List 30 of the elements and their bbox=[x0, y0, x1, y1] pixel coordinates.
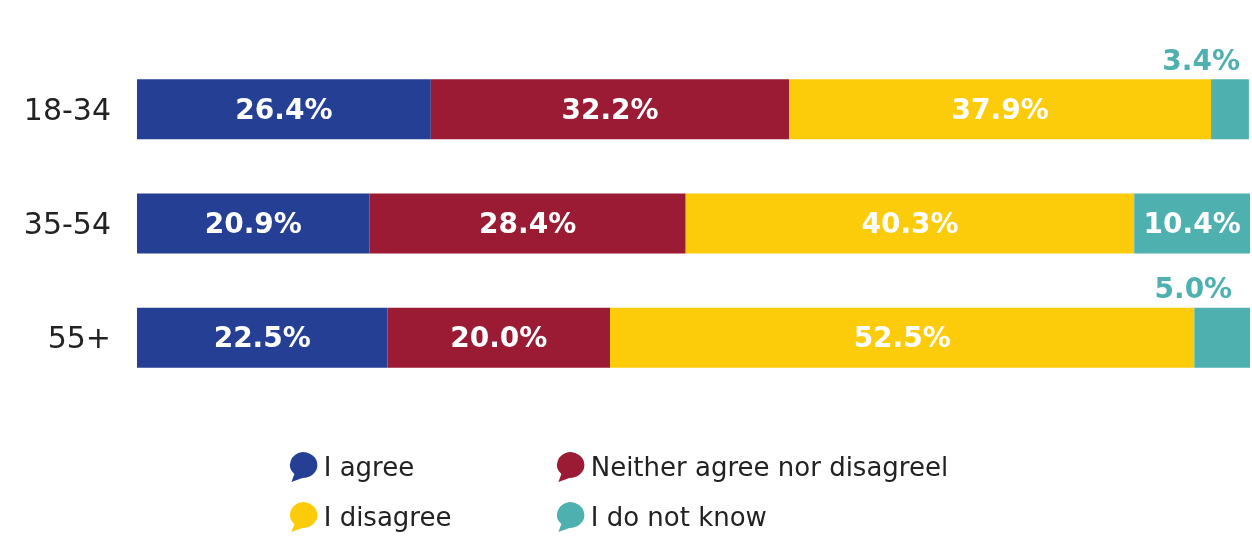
data-label: 26.4% bbox=[235, 92, 333, 126]
legend-label: I do not know bbox=[590, 502, 767, 532]
data-label: 3.4% bbox=[1162, 43, 1240, 77]
y-tick-label: 18-34 bbox=[23, 91, 111, 127]
data-label: 20.9% bbox=[204, 207, 302, 240]
bar bbox=[387, 307, 611, 368]
bar bbox=[137, 307, 388, 368]
bar bbox=[137, 193, 370, 254]
legend-label: I agree bbox=[323, 452, 415, 482]
data-label: 52.5% bbox=[853, 321, 951, 355]
data-label: 28.4% bbox=[479, 207, 577, 240]
bar bbox=[610, 307, 1195, 368]
bar bbox=[430, 79, 790, 140]
bar bbox=[789, 79, 1212, 140]
data-label: 10.4% bbox=[1143, 207, 1241, 240]
bar bbox=[137, 79, 431, 140]
y-tick-label: 55+ bbox=[47, 320, 111, 356]
data-label: 37.9% bbox=[951, 92, 1049, 126]
data-label: 20.0% bbox=[450, 321, 548, 355]
y-tick-label: 35-54 bbox=[23, 206, 111, 241]
data-label: 40.3% bbox=[861, 207, 959, 240]
bar bbox=[369, 193, 686, 254]
legend-label: I disagree bbox=[323, 502, 452, 532]
bar bbox=[685, 193, 1135, 254]
bar bbox=[1194, 307, 1250, 368]
data-label: 32.2% bbox=[561, 92, 659, 126]
data-label: 22.5% bbox=[213, 321, 311, 355]
legend-label: Neither agree nor disagreel bbox=[590, 452, 949, 482]
bar bbox=[1211, 79, 1249, 140]
data-label: 5.0% bbox=[1154, 272, 1233, 306]
